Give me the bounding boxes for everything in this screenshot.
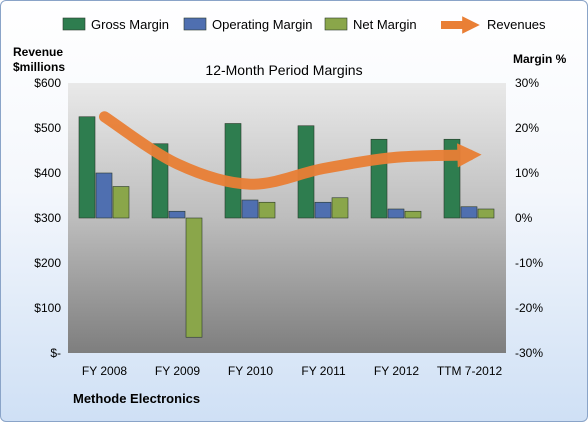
revenues-line (99, 111, 482, 190)
operating-margin-bar (241, 199, 259, 219)
left-tick-label: $300 (34, 211, 61, 225)
right-tick-label: -20% (515, 301, 543, 315)
operating-margin-bar (387, 208, 405, 219)
left-tick-label: $500 (34, 121, 61, 135)
operating-margin-legend-swatch (183, 17, 207, 31)
right-tick-label: 20% (515, 121, 539, 135)
gross-margin-bar (78, 116, 96, 219)
x-tick-label: TTM 7-2012 (437, 364, 503, 378)
right-axis-ticks: 30% 20% 10% 0% -10% -20% -30% (515, 76, 543, 360)
left-axis-label-line1: Revenue (13, 45, 63, 59)
left-axis-label-line2: $millions (13, 60, 65, 74)
right-tick-label: 10% (515, 166, 539, 180)
right-tick-label: 30% (515, 76, 539, 90)
operating-margin-legend-label: Operating Margin (212, 17, 312, 32)
left-tick-label: $600 (34, 76, 61, 90)
net-margin-bar (112, 186, 130, 219)
x-tick-label: FY 2009 (155, 364, 200, 378)
revenue-line-group (99, 111, 482, 190)
left-tick-label: $- (50, 346, 61, 360)
x-tick-label: FY 2011 (301, 364, 346, 378)
operating-margin-bar (168, 210, 186, 219)
net-margin-bar (404, 210, 422, 219)
chart-title: 12-Month Period Margins (205, 62, 362, 78)
net-margin-legend-label: Net Margin (353, 17, 417, 32)
net-margin-bar (185, 217, 203, 338)
x-tick-label: FY 2008 (82, 364, 127, 378)
net-margin-bar (477, 208, 495, 219)
x-axis-ticks: FY 2008 FY 2009 FY 2010 FY 2011 FY 2012 TTM 7… (82, 364, 503, 378)
plot-area (68, 83, 506, 353)
net-margin-bar (331, 197, 349, 219)
right-tick-label: -30% (515, 346, 543, 360)
left-tick-label: $100 (34, 301, 61, 315)
net-margin-legend-swatch (324, 17, 348, 31)
gross-margin-bar (224, 123, 242, 219)
operating-margin-bar (314, 201, 332, 219)
x-tick-label: FY 2012 (374, 364, 419, 378)
operating-margin-bar (95, 172, 113, 219)
gross-margin-legend-label: Gross Margin (91, 17, 169, 32)
revenues-legend-label: Revenues (487, 17, 546, 32)
left-tick-label: $200 (34, 256, 61, 270)
left-tick-label: $400 (34, 166, 61, 180)
right-tick-label: -10% (515, 256, 543, 270)
x-tick-label: FY 2010 (228, 364, 273, 378)
operating-margin-bar (460, 206, 478, 219)
right-tick-label: 0% (515, 211, 533, 225)
net-margin-bar (258, 201, 276, 219)
gross-margin-bar (370, 138, 388, 219)
company-name: Methode Electronics (73, 391, 200, 406)
gross-margin-legend-swatch (62, 17, 86, 31)
left-axis-ticks: $- $100 $200 $300 $400 $500 $600 (34, 76, 61, 360)
right-axis-label: Margin % (513, 52, 567, 66)
legend: Gross Margin Operating Margin Net Margin Re… (62, 16, 546, 34)
